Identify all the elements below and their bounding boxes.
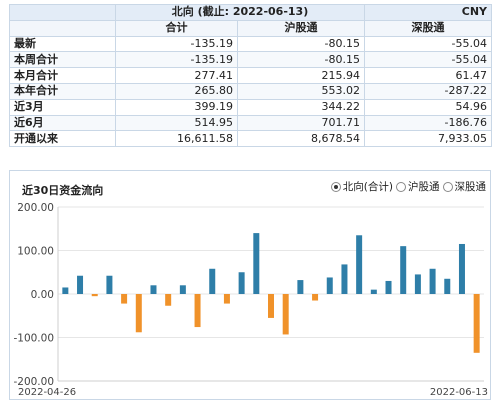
column-header-total: 合计 bbox=[115, 19, 238, 37]
row-label: 最新 bbox=[9, 35, 116, 53]
table-title-row: 北向 (截止: 2022-06-13) CNY bbox=[9, 4, 493, 21]
total-cell: -135.19 bbox=[115, 35, 238, 53]
sh-cell: 701.71 bbox=[236, 114, 366, 132]
table-row: 本年合计 265.80 553.02 -287.22 bbox=[9, 82, 493, 100]
option-sz-connect[interactable]: 深股通 bbox=[442, 179, 487, 194]
option-northbound-total[interactable]: 北向(合计) bbox=[330, 179, 393, 194]
bar bbox=[444, 278, 451, 294]
bar bbox=[282, 294, 289, 335]
row-label: 开通以来 bbox=[9, 130, 116, 148]
fund-flow-chart-panel: 近30日资金流向 北向(合计) 沪股通 深股通 200.00 100.00 0.00… bbox=[9, 170, 491, 400]
column-header-sh: 沪股通 bbox=[236, 19, 366, 37]
bar bbox=[385, 280, 392, 294]
radio-unselected-icon[interactable] bbox=[396, 181, 406, 192]
total-cell: 514.95 bbox=[115, 114, 238, 132]
bar bbox=[312, 294, 319, 301]
bar bbox=[223, 294, 230, 304]
option-label: 沪股通 bbox=[408, 181, 440, 193]
bar bbox=[326, 277, 333, 294]
table-header-row: 合计 沪股通 深股通 bbox=[9, 19, 493, 37]
table-row: 近3月 399.19 344.22 54.96 bbox=[9, 98, 493, 116]
bar bbox=[356, 235, 363, 294]
bar bbox=[268, 294, 274, 318]
table-row: 近6月 514.95 701.71 -186.76 bbox=[9, 114, 493, 132]
radio-selected-icon[interactable] bbox=[330, 181, 341, 192]
x-end-label: 2022-06-13 bbox=[430, 387, 488, 398]
table-row: 本月合计 277.41 215.94 61.47 bbox=[9, 67, 493, 84]
chart-title: 近30日资金流向 bbox=[22, 184, 104, 197]
northbound-flow-table: 北向 (截止: 2022-06-13) CNY 合计 沪股通 深股通 最新 -1… bbox=[9, 4, 493, 148]
fund-flow-bar-chart: 200.00 100.00 0.00 -100.00 -200.002022-04-26… bbox=[13, 202, 488, 398]
option-sh-connect[interactable]: 沪股通 bbox=[396, 179, 440, 194]
y-tick-label: -200.00 bbox=[13, 376, 54, 388]
bar bbox=[77, 275, 84, 294]
row-label: 本月合计 bbox=[9, 67, 116, 84]
bar bbox=[121, 294, 128, 304]
sz-cell: -186.76 bbox=[364, 114, 493, 132]
bar bbox=[400, 246, 407, 294]
bar bbox=[253, 233, 260, 294]
column-header-sz: 深股通 bbox=[364, 19, 493, 37]
sh-cell: -80.15 bbox=[236, 35, 366, 53]
bar bbox=[429, 268, 436, 294]
table-title: 北向 (截止: 2022-06-13) bbox=[114, 4, 366, 21]
sz-cell: 54.96 bbox=[364, 98, 493, 116]
radio-unselected-icon[interactable] bbox=[442, 181, 453, 192]
y-tick-label: -100.00 bbox=[13, 333, 54, 345]
sh-cell: 344.22 bbox=[236, 98, 366, 116]
total-cell: 265.80 bbox=[115, 82, 238, 100]
currency-label: CNY bbox=[364, 4, 493, 21]
y-tick-label: 200.00 bbox=[17, 202, 54, 214]
row-label: 本周合计 bbox=[9, 51, 116, 69]
bar bbox=[91, 294, 98, 297]
row-label: 近3月 bbox=[9, 98, 116, 116]
x-start-label: 2022-04-26 bbox=[18, 387, 76, 398]
bar bbox=[165, 294, 172, 306]
bar bbox=[135, 294, 142, 333]
sh-cell: -80.15 bbox=[236, 51, 366, 69]
table-row: 开通以来 16,611.58 8,678.54 7,933.05 bbox=[9, 130, 493, 148]
bar bbox=[179, 285, 186, 294]
sh-cell: 553.02 bbox=[236, 82, 366, 100]
column-header-blank bbox=[9, 19, 116, 37]
series-selector: 北向(合计) 沪股通 深股通 bbox=[330, 179, 487, 194]
bar bbox=[341, 264, 348, 294]
bar bbox=[194, 294, 201, 328]
bar bbox=[297, 280, 304, 294]
bar bbox=[473, 294, 480, 353]
bar bbox=[370, 289, 377, 294]
option-label: 北向(合计) bbox=[342, 181, 393, 193]
table-row: 最新 -135.19 -80.15 -55.04 bbox=[9, 35, 493, 53]
bar bbox=[62, 287, 69, 294]
table-title-spacer bbox=[9, 4, 116, 21]
y-tick-label: 100.00 bbox=[17, 246, 54, 258]
option-label: 深股通 bbox=[454, 181, 487, 193]
sh-cell: 215.94 bbox=[236, 67, 366, 84]
sz-cell: -55.04 bbox=[364, 51, 493, 69]
sz-cell: 61.47 bbox=[364, 67, 493, 84]
row-label: 本年合计 bbox=[9, 82, 116, 100]
row-label: 近6月 bbox=[9, 114, 116, 132]
table-row: 本周合计 -135.19 -80.15 -55.04 bbox=[9, 51, 493, 69]
bar bbox=[238, 272, 245, 294]
bar bbox=[209, 268, 216, 294]
sh-cell: 8,678.54 bbox=[236, 130, 366, 148]
total-cell: 277.41 bbox=[115, 67, 238, 84]
bar bbox=[106, 275, 113, 294]
y-tick-label: 0.00 bbox=[31, 289, 54, 301]
total-cell: -135.19 bbox=[115, 51, 238, 69]
sz-cell: -287.22 bbox=[364, 82, 493, 100]
sz-cell: 7,933.05 bbox=[364, 130, 493, 148]
bar bbox=[150, 285, 157, 294]
sz-cell: -55.04 bbox=[364, 35, 493, 53]
total-cell: 399.19 bbox=[115, 98, 238, 116]
bar bbox=[458, 243, 465, 294]
total-cell: 16,611.58 bbox=[115, 130, 238, 148]
bar bbox=[414, 274, 421, 294]
